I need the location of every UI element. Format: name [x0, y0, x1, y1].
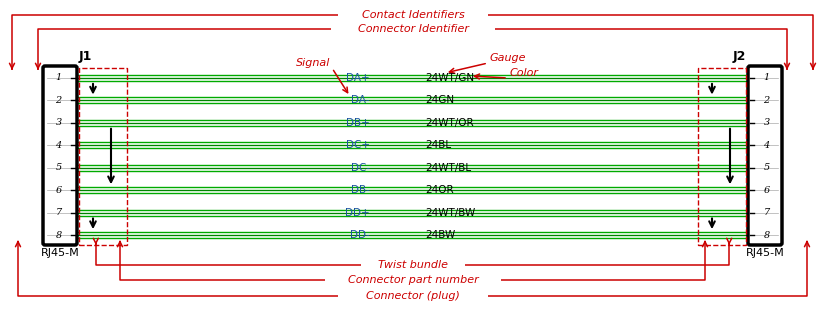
- Text: 6: 6: [763, 186, 770, 195]
- Text: RJ45-M: RJ45-M: [40, 248, 79, 258]
- Text: 4: 4: [55, 141, 62, 150]
- Text: 1: 1: [55, 74, 62, 82]
- Text: 24GN: 24GN: [425, 95, 454, 105]
- Text: 8: 8: [763, 231, 770, 239]
- Text: 6: 6: [55, 186, 62, 195]
- Text: 8: 8: [55, 231, 62, 239]
- Text: RJ45-M: RJ45-M: [746, 248, 785, 258]
- Text: 24WT/OR: 24WT/OR: [425, 118, 474, 128]
- Text: DB+: DB+: [346, 118, 370, 128]
- Text: 7: 7: [763, 208, 770, 217]
- Text: J1: J1: [79, 50, 92, 63]
- Text: 24WT/BL: 24WT/BL: [425, 163, 471, 173]
- Text: 5: 5: [55, 163, 62, 172]
- Text: 4: 4: [763, 141, 770, 150]
- Text: 3: 3: [55, 118, 62, 127]
- Text: 5: 5: [763, 163, 770, 172]
- FancyBboxPatch shape: [748, 66, 782, 245]
- Text: DC+: DC+: [346, 140, 370, 150]
- Text: 7: 7: [55, 208, 62, 217]
- Bar: [79, 68, 127, 245]
- Text: 24BL: 24BL: [425, 140, 451, 150]
- Text: 24BW: 24BW: [425, 230, 455, 240]
- Text: Connector Identifier: Connector Identifier: [357, 24, 469, 34]
- Text: Color: Color: [510, 68, 539, 78]
- Text: 24WT/GN: 24WT/GN: [425, 73, 474, 83]
- Text: J2: J2: [733, 50, 746, 63]
- Text: DA+: DA+: [346, 73, 370, 83]
- Text: 2: 2: [55, 96, 62, 105]
- Text: 24OR: 24OR: [425, 185, 454, 195]
- Text: Contact Identifiers: Contact Identifiers: [361, 10, 464, 20]
- Text: DD+: DD+: [346, 208, 370, 218]
- Text: 3: 3: [763, 118, 770, 127]
- Text: DA-: DA-: [351, 95, 370, 105]
- Text: Signal: Signal: [295, 58, 330, 68]
- Text: 2: 2: [763, 96, 770, 105]
- Text: DC-: DC-: [351, 163, 370, 173]
- Text: DB-: DB-: [351, 185, 370, 195]
- Bar: [698, 68, 746, 245]
- Text: 24WT/BW: 24WT/BW: [425, 208, 475, 218]
- Text: Connector part number: Connector part number: [347, 275, 478, 285]
- Text: Gauge: Gauge: [490, 53, 526, 63]
- Text: Twist bundle: Twist bundle: [378, 260, 448, 270]
- Text: DD-: DD-: [351, 230, 370, 240]
- FancyBboxPatch shape: [43, 66, 77, 245]
- Text: Connector (plug): Connector (plug): [366, 291, 460, 301]
- Text: 1: 1: [763, 74, 770, 82]
